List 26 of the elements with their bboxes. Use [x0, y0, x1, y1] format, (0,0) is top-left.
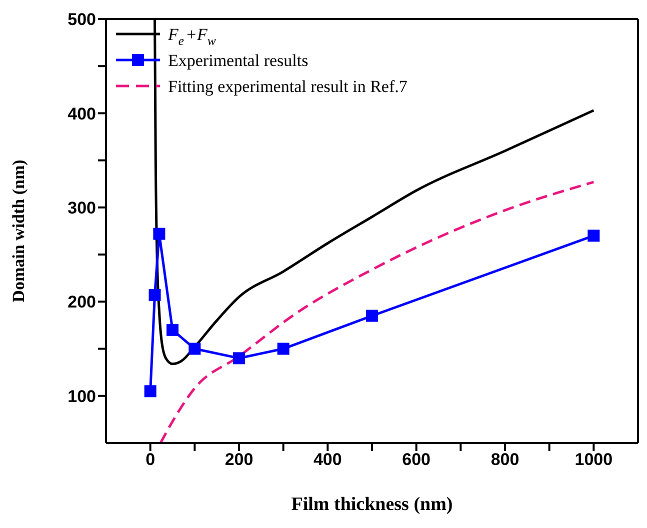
point — [148, 289, 161, 302]
y-tick-label: 200 — [68, 292, 96, 312]
legend-label: Experimental results — [168, 51, 308, 70]
y-tick-label: 300 — [68, 198, 96, 218]
point — [144, 385, 156, 398]
y-tick-label: 100 — [68, 386, 96, 406]
y-tick-label: 400 — [68, 104, 96, 124]
x-tick-label: 1000 — [574, 450, 613, 470]
point — [366, 310, 378, 322]
y-axis-title: Domain width (nm) — [9, 160, 28, 302]
point — [588, 230, 600, 242]
point — [233, 352, 245, 364]
legend-label: F$_{e}$+F$_{w}$ — [167, 25, 216, 48]
x-tick-label: 400 — [313, 450, 342, 470]
point — [153, 228, 166, 240]
point — [166, 324, 178, 336]
x-tick-label: 200 — [224, 450, 254, 470]
y-tick-label: 500 — [68, 10, 96, 30]
x-tick-label: 800 — [490, 450, 520, 470]
x-tick-label: 600 — [402, 450, 431, 470]
legend-label: Fitting experimental result in Ref.7 — [168, 77, 408, 96]
point — [188, 342, 201, 355]
point — [277, 342, 290, 355]
x-axis-title: Film thickness (nm) — [291, 494, 453, 515]
line-series — [159, 180, 595, 443]
x-tick-label: 0 — [146, 450, 156, 470]
